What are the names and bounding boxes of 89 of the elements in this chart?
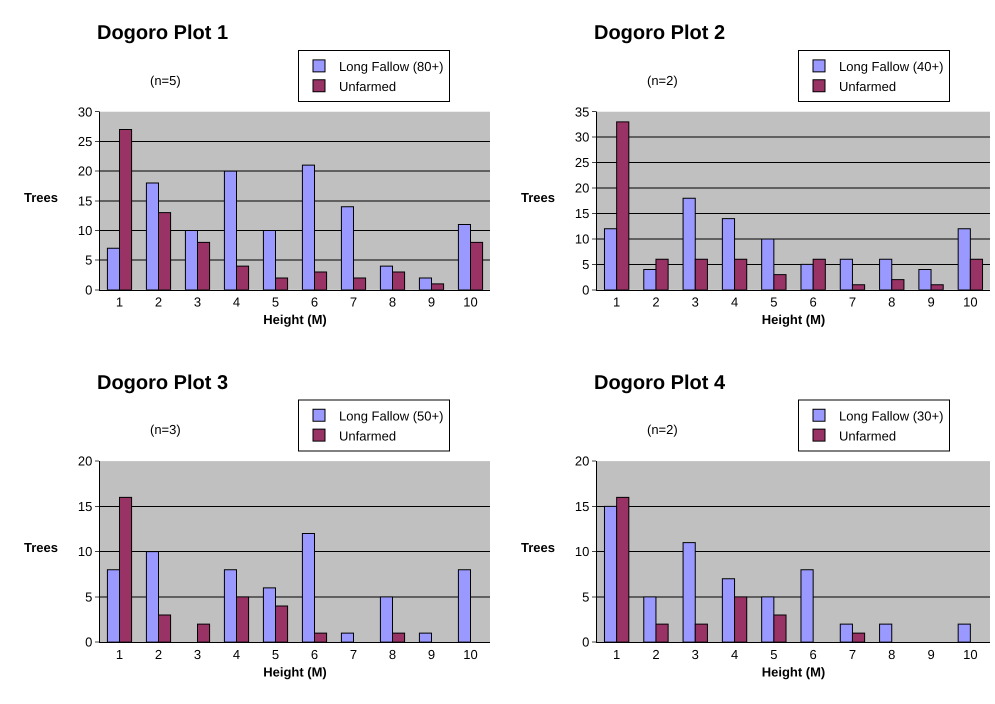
- y-tick-label: 5: [85, 252, 92, 268]
- y-tick-label: 35: [574, 104, 590, 120]
- legend-label: Long Fallow (40+): [839, 58, 944, 74]
- y-tick-label: 5: [85, 589, 92, 604]
- x-tick-label: 1: [116, 294, 124, 310]
- x-tick-label: 2: [652, 646, 660, 662]
- y-tick-label: 0: [85, 634, 92, 650]
- legend-label: Unfarmed: [839, 78, 896, 94]
- y-axis-title: Trees: [521, 190, 555, 205]
- y-tick-label: 0: [85, 282, 92, 298]
- x-tick-label: 10: [963, 646, 978, 662]
- x-tick-label: 7: [848, 646, 856, 662]
- chart-title: Dogoro Plot 3: [97, 372, 228, 394]
- x-tick-label: 9: [927, 646, 935, 662]
- x-tick-label: 8: [888, 646, 896, 662]
- y-tick-label: 0: [582, 282, 590, 298]
- x-axis-title: Height (M): [263, 664, 327, 680]
- x-tick-label: 5: [272, 294, 280, 310]
- legend-label: Long Fallow (80+): [339, 58, 444, 74]
- chart-subtitle: (n=2): [647, 422, 678, 437]
- legend-label: Long Fallow (50+): [339, 408, 444, 424]
- x-tick-label: 2: [154, 294, 162, 310]
- chart-subtitle: (n=3): [150, 422, 181, 437]
- y-tick-label: 20: [574, 454, 590, 469]
- chart-title: Dogoro Plot 4: [594, 372, 726, 394]
- x-tick-label: 9: [428, 294, 436, 310]
- y-tick-label: 25: [574, 155, 590, 170]
- y-tick-label: 25: [78, 134, 92, 149]
- x-tick-label: 9: [428, 646, 436, 662]
- x-axis-title: Height (M): [263, 312, 327, 328]
- x-tick-label: 1: [613, 294, 620, 310]
- x-tick-label: 1: [613, 646, 620, 662]
- y-tick-label: 20: [574, 180, 590, 196]
- y-tick-label: 5: [582, 256, 590, 272]
- y-tick-label: 15: [78, 193, 92, 208]
- y-tick-label: 10: [574, 232, 590, 246]
- x-tick-label: 10: [463, 294, 478, 310]
- x-tick-label: 8: [888, 294, 896, 310]
- y-tick-label: 15: [574, 498, 590, 514]
- chart-title: Dogoro Plot 1: [97, 22, 228, 44]
- x-tick-label: 4: [232, 646, 240, 662]
- x-tick-label: 4: [232, 294, 240, 310]
- y-tick-label: 5: [582, 589, 590, 604]
- x-tick-label: 3: [692, 294, 699, 310]
- y-tick-label: 20: [78, 164, 92, 179]
- x-tick-label: 10: [963, 294, 978, 310]
- x-tick-label: 7: [848, 294, 856, 310]
- x-tick-label: 10: [463, 646, 478, 662]
- y-tick-label: 10: [78, 223, 92, 238]
- y-tick-label: 30: [78, 104, 92, 120]
- y-tick-label: 15: [78, 498, 92, 514]
- legend-label: Unfarmed: [339, 428, 396, 444]
- legend-label: Unfarmed: [339, 78, 396, 94]
- x-tick-label: 5: [770, 294, 778, 310]
- chart-subtitle: (n=2): [647, 73, 678, 88]
- x-tick-label: 3: [194, 646, 202, 662]
- x-tick-label: 3: [194, 294, 202, 310]
- x-tick-label: 6: [810, 294, 817, 310]
- x-tick-label: 5: [770, 646, 778, 662]
- chart-subtitle: (n=5): [150, 73, 181, 88]
- x-tick-label: 4: [730, 294, 738, 310]
- x-tick-label: 8: [388, 646, 396, 662]
- x-tick-label: 3: [692, 646, 699, 662]
- y-tick-label: 30: [574, 130, 590, 145]
- x-tick-label: 2: [154, 646, 162, 662]
- x-tick-label: 8: [388, 294, 396, 310]
- legend-label: Long Fallow (30+): [839, 408, 944, 424]
- legend-label: Unfarmed: [839, 428, 896, 444]
- x-axis-title: Height (M): [762, 312, 826, 328]
- x-tick-label: 9: [927, 294, 935, 310]
- y-tick-label: 10: [78, 544, 92, 560]
- y-tick-label: 15: [574, 206, 590, 222]
- y-tick-label: 0: [582, 634, 590, 650]
- y-axis-title: Trees: [521, 540, 555, 555]
- x-axis-title: Height (M): [762, 664, 826, 680]
- chart-title: Dogoro Plot 2: [594, 22, 726, 44]
- x-tick-label: 1: [116, 646, 124, 662]
- x-tick-label: 4: [730, 646, 738, 662]
- y-axis-title: Trees: [24, 540, 58, 555]
- y-axis-title: Trees: [24, 190, 58, 205]
- x-tick-label: 7: [350, 646, 358, 662]
- x-tick-label: 2: [652, 294, 660, 310]
- x-tick-label: 7: [350, 294, 358, 310]
- y-tick-label: 10: [574, 544, 590, 560]
- x-tick-label: 5: [272, 646, 280, 662]
- x-tick-label: 6: [810, 646, 817, 662]
- x-tick-label: 6: [310, 294, 318, 310]
- x-tick-label: 6: [310, 646, 318, 662]
- y-tick-label: 20: [78, 454, 92, 469]
